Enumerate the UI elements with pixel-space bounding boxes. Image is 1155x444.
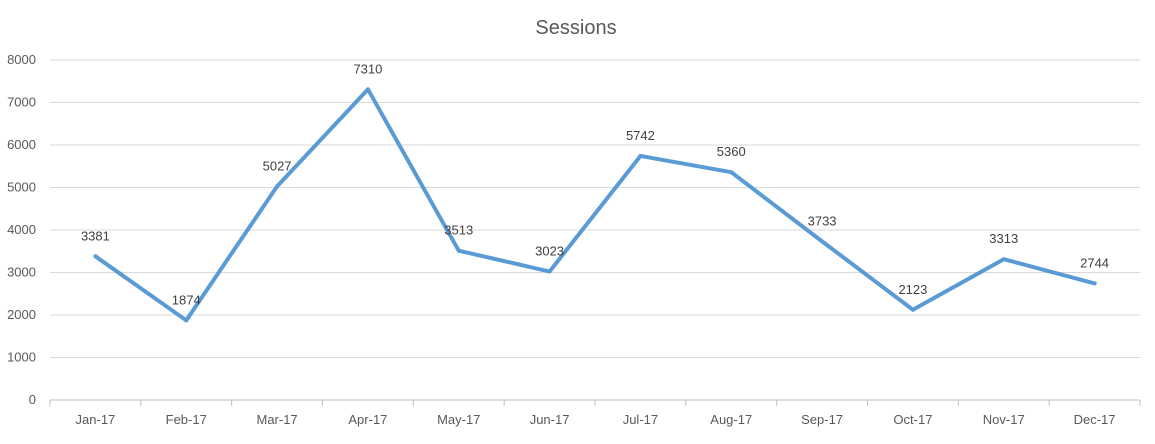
data-label: 3381 (81, 228, 110, 243)
x-tick-label: Nov-17 (983, 412, 1025, 427)
data-point (1092, 281, 1097, 286)
series (93, 87, 1097, 323)
data-label: 3513 (444, 223, 473, 238)
x-tick-label: May-17 (437, 412, 480, 427)
data-label: 7310 (353, 61, 382, 76)
x-tick-label: Oct-17 (893, 412, 932, 427)
data-label: 5027 (263, 158, 292, 173)
y-tick-label: 3000 (7, 265, 36, 280)
x-tick-label: Jun-17 (530, 412, 570, 427)
y-tick-label: 4000 (7, 222, 36, 237)
data-labels: 3381 1874 5027 7310 3513 3023 5742 5360 3733 2123… (81, 61, 1109, 307)
data-label: 1874 (172, 292, 201, 307)
axes: 0 1000 2000 3000 4000 5000 6000 7000 8000 Jan-17 F… (7, 52, 1141, 427)
data-point (729, 170, 734, 175)
y-tick-label: 0 (29, 392, 36, 407)
series-line (93, 87, 1097, 323)
data-point (910, 307, 915, 312)
x-tick-label: Aug-17 (710, 412, 752, 427)
data-point (275, 184, 280, 189)
x-tick-label: Mar-17 (256, 412, 297, 427)
y-tick-label: 6000 (7, 137, 36, 152)
data-point (456, 248, 461, 253)
y-tick-label: 7000 (7, 95, 36, 110)
y-tick-label: 8000 (7, 52, 36, 67)
x-tick-label: Dec-17 (1074, 412, 1116, 427)
x-tick-label: Apr-17 (348, 412, 387, 427)
gridlines (50, 59, 1140, 358)
x-tick-label: Jan-17 (76, 412, 116, 427)
x-tick-label: Sep-17 (801, 412, 843, 427)
data-point (184, 318, 189, 323)
data-point (638, 153, 643, 158)
data-label: 2744 (1080, 255, 1109, 270)
y-tick-label: 5000 (7, 180, 36, 195)
data-point (93, 254, 98, 259)
data-label: 3313 (989, 231, 1018, 246)
data-point (1001, 257, 1006, 262)
data-label: 5742 (626, 128, 655, 143)
data-label: 5360 (717, 144, 746, 159)
data-label: 3733 (808, 213, 837, 228)
x-tick-label: Jul-17 (623, 412, 658, 427)
data-label: 3023 (535, 244, 564, 259)
data-point (365, 87, 370, 92)
x-tick-label: Feb-17 (166, 412, 207, 427)
chart-title: Sessions (535, 17, 616, 39)
data-point (547, 269, 552, 274)
y-tick-label: 2000 (7, 307, 36, 322)
data-label: 2123 (898, 282, 927, 297)
data-point (820, 239, 825, 244)
y-tick-label: 1000 (7, 350, 36, 365)
